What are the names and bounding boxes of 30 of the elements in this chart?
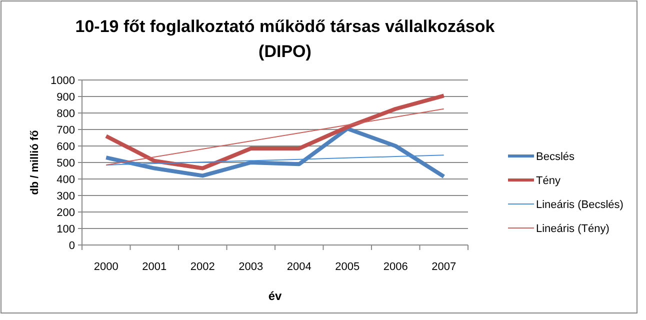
x-tick-label: 2006 <box>383 261 408 273</box>
y-tick-label: 600 <box>56 140 75 153</box>
y-tick-label: 400 <box>56 174 75 186</box>
chart-title: 10-19 főt foglalkoztató működő társas vállalkozások (DIPO) <box>75 17 496 61</box>
y-tick-label: 800 <box>56 108 75 120</box>
x-tick-label: 2004 <box>286 261 312 273</box>
line-series <box>104 94 446 170</box>
y-tick-label: 500 <box>56 157 75 170</box>
y-tick-label: 300 <box>56 190 75 202</box>
y-tick-label: 700 <box>56 124 75 136</box>
legend-label: Lineáris (Becslés) <box>536 198 624 211</box>
x-tick-label: 2007 <box>432 261 456 273</box>
y-tick-label: 200 <box>56 206 75 219</box>
x-tick-label: 2005 <box>335 261 360 273</box>
legend-label: Becslés <box>536 150 576 163</box>
y-tick-label: 900 <box>56 91 75 104</box>
line-series <box>106 108 444 166</box>
y-axis-title: db / millió fő <box>29 130 41 195</box>
x-tick-label: 2000 <box>94 261 118 273</box>
line-series <box>104 126 446 179</box>
y-tick-label: 100 <box>56 223 75 236</box>
x-tick-label: 2002 <box>190 261 215 273</box>
y-tick-label: 1000 <box>50 74 75 87</box>
x-axis-title: év <box>268 289 282 303</box>
x-tick-label: 2003 <box>238 261 264 273</box>
legend-label: Lineáris (Tény) <box>536 222 610 235</box>
line-series <box>106 154 444 166</box>
legend-label: Tény <box>536 174 561 187</box>
y-tick-label: 0 <box>68 240 75 252</box>
x-tick-label: 2001 <box>142 261 167 273</box>
